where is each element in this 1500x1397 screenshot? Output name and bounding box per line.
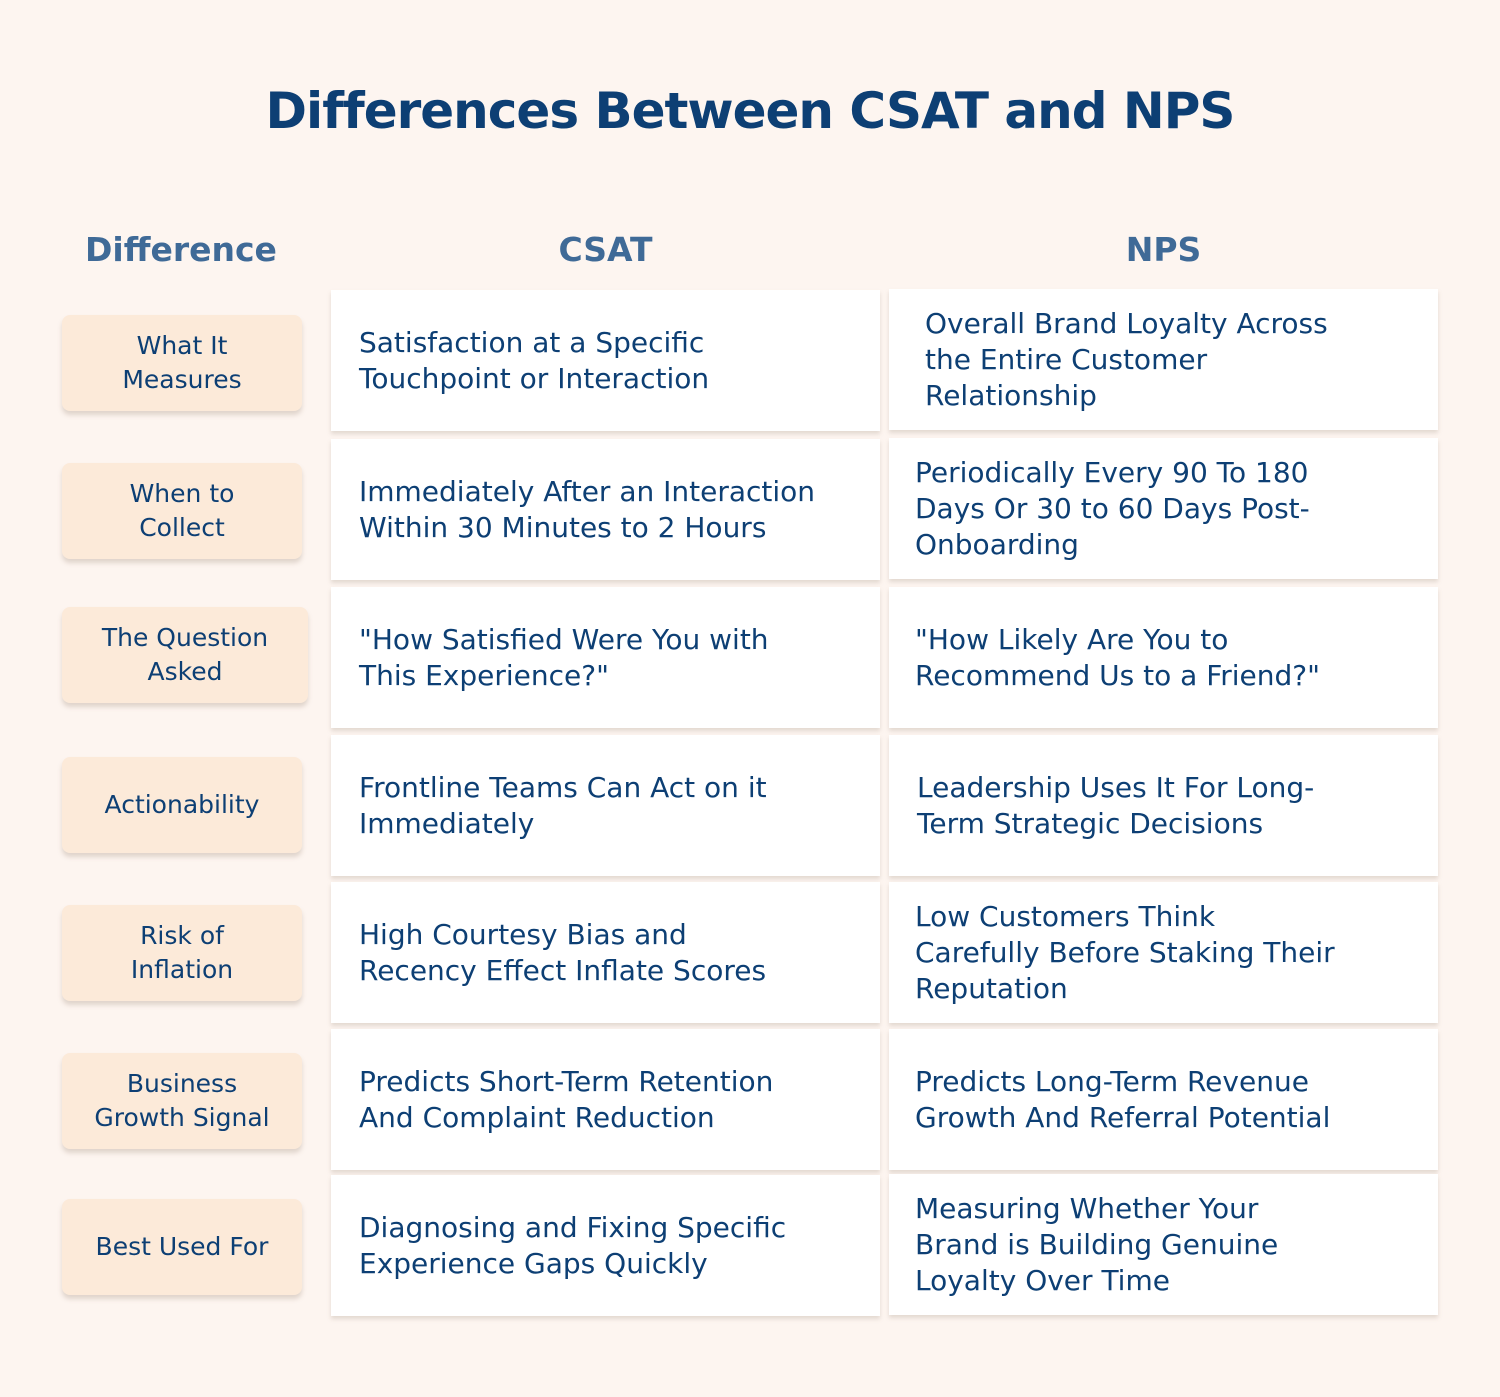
nps-cell-text: Overall Brand Loyalty Across the Entire …: [925, 306, 1328, 412]
nps-cell: Measuring Whether Your Brand is Building…: [889, 1174, 1438, 1315]
csat-cell: "How Satisfied Were You with This Experi…: [331, 587, 880, 728]
nps-cell: "How Likely Are You to Recommend Us to a…: [889, 587, 1438, 728]
row-label: Business Growth Signal: [62, 1053, 302, 1149]
csat-cell-text: Satisfaction at a Specific Touchpoint or…: [359, 325, 710, 395]
nps-cell: Predicts Long-Term Revenue Growth And Re…: [889, 1029, 1438, 1170]
nps-cell: Overall Brand Loyalty Across the Entire …: [889, 289, 1438, 430]
csat-cell: High Courtesy Bias and Recency Effect In…: [331, 882, 880, 1023]
column-header-difference: Difference: [85, 230, 277, 269]
nps-cell-text: Measuring Whether Your Brand is Building…: [915, 1191, 1279, 1297]
nps-cell: Periodically Every 90 To 180 Days Or 30 …: [889, 438, 1438, 579]
page-title: Differences Between CSAT and NPS: [265, 82, 1236, 140]
column-header-nps: NPS: [1125, 230, 1202, 269]
row-label: Best Used For: [62, 1199, 302, 1295]
nps-cell-text: Predicts Long-Term Revenue Growth And Re…: [915, 1064, 1331, 1134]
row-label: What It Measures: [62, 315, 302, 411]
nps-cell-text: Low Customers Think Carefully Before Sta…: [915, 899, 1335, 1005]
csat-cell-text: Predicts Short-Term Retention And Compla…: [359, 1064, 774, 1134]
csat-cell: Predicts Short-Term Retention And Compla…: [331, 1029, 880, 1170]
csat-cell: Immediately After an Interaction Within …: [331, 439, 880, 580]
nps-cell-text: Periodically Every 90 To 180 Days Or 30 …: [915, 455, 1310, 561]
csat-cell: Frontline Teams Can Act on it Immediatel…: [331, 735, 880, 876]
csat-cell-text: Frontline Teams Can Act on it Immediatel…: [359, 770, 767, 840]
row-label: When to Collect: [62, 463, 302, 559]
row-label: Actionability: [62, 757, 302, 853]
csat-cell-text: High Courtesy Bias and Recency Effect In…: [359, 917, 767, 987]
row-label: Risk of Inflation: [62, 905, 302, 1001]
csat-cell: Satisfaction at a Specific Touchpoint or…: [331, 290, 880, 431]
csat-cell-text: "How Satisfied Were You with This Experi…: [359, 622, 769, 692]
nps-cell: Low Customers Think Carefully Before Sta…: [889, 882, 1438, 1023]
column-header-csat: CSAT: [558, 230, 653, 269]
row-label: The Question Asked: [62, 607, 308, 703]
nps-cell: Leadership Uses It For Long- Term Strate…: [889, 735, 1438, 876]
csat-cell-text: Diagnosing and Fixing Specific Experienc…: [359, 1210, 787, 1280]
nps-cell-text: "How Likely Are You to Recommend Us to a…: [915, 622, 1321, 692]
csat-cell: Diagnosing and Fixing Specific Experienc…: [331, 1175, 880, 1316]
csat-cell-text: Immediately After an Interaction Within …: [359, 474, 816, 544]
nps-cell-text: Leadership Uses It For Long- Term Strate…: [917, 770, 1315, 840]
